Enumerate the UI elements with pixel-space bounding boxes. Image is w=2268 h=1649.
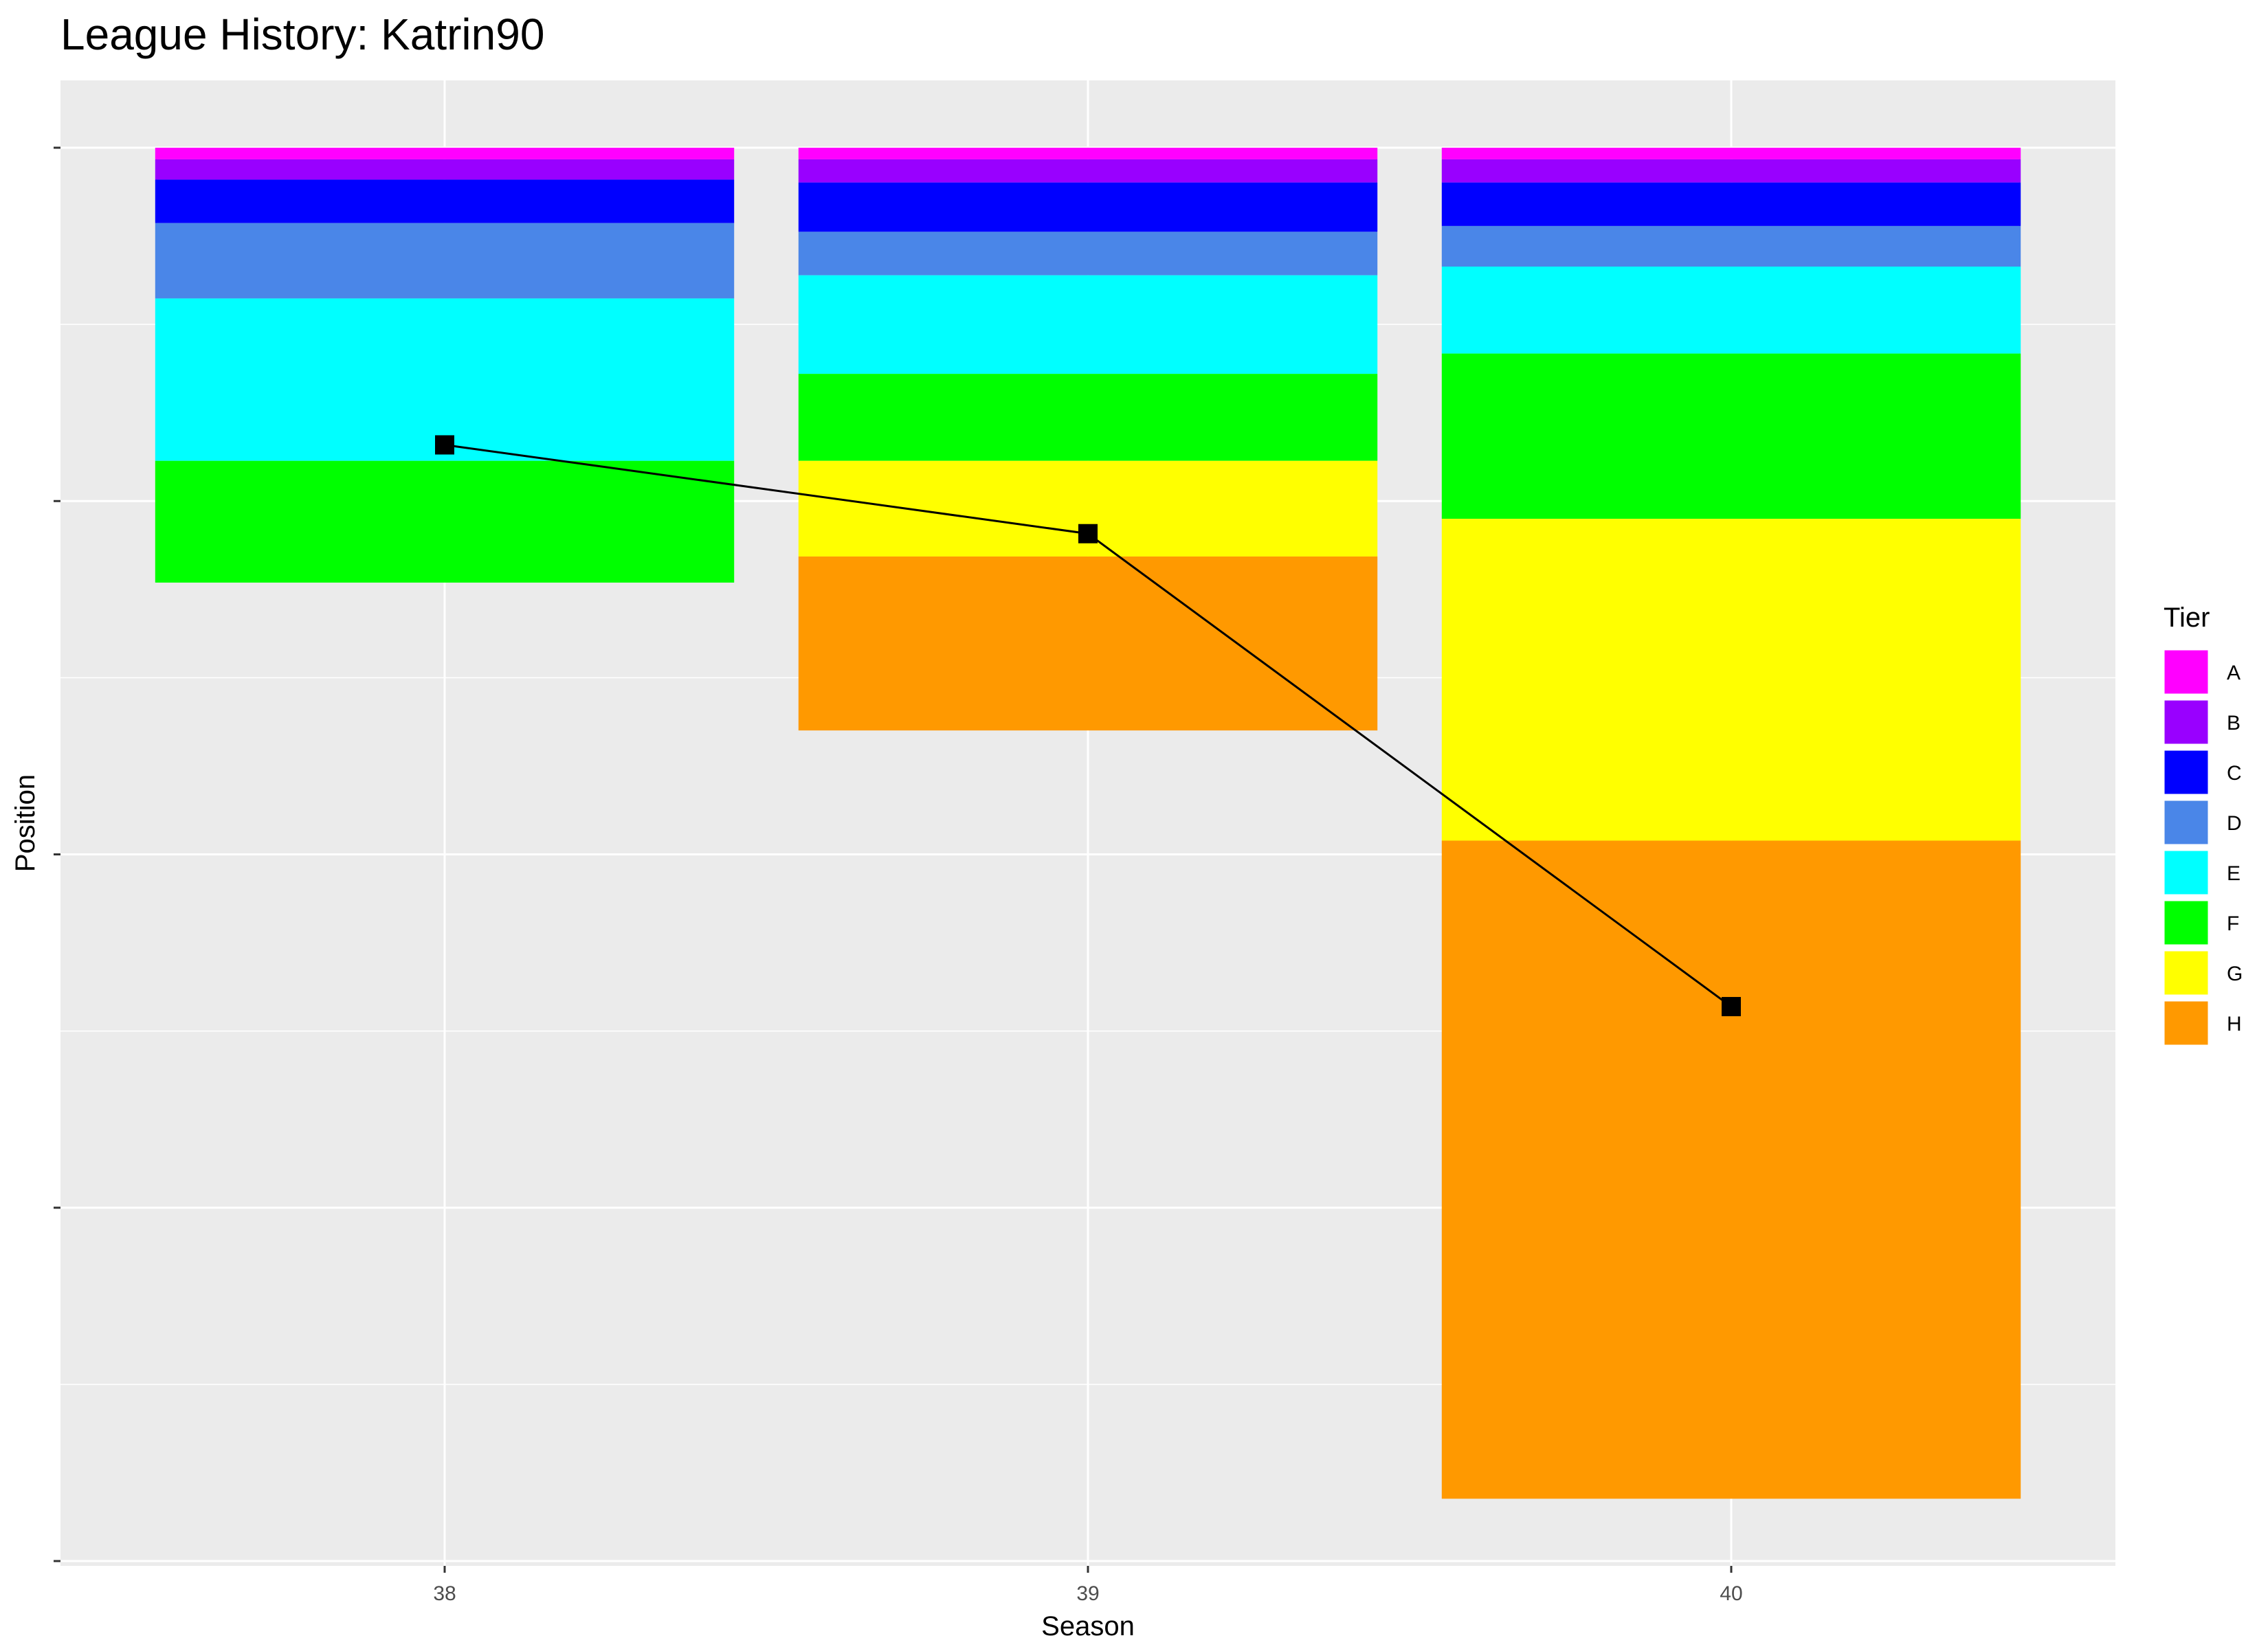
bar-segment-b-season-38: [155, 159, 735, 180]
bar-segment-h-season-40: [1441, 840, 2021, 1499]
legend-label-f: F: [2227, 912, 2239, 935]
bar-group: [155, 148, 2021, 1499]
bar-segment-e-season-40: [1441, 266, 2021, 354]
bar-segment-a-season-40: [1441, 148, 2021, 159]
bar-segment-a-season-38: [155, 148, 735, 159]
legend-key-e: [2162, 849, 2210, 897]
bar-segment-d-season-38: [155, 223, 735, 299]
legend-label-g: G: [2227, 963, 2243, 985]
legend: Tier A B C D E F G H: [2162, 603, 2243, 1047]
bar-segment-h-season-39: [798, 556, 1378, 731]
bar-segment-d-season-39: [798, 232, 1378, 276]
bar-segment-e-season-39: [798, 275, 1378, 374]
chart-title: League History: Katrin90: [60, 10, 544, 59]
legend-key-b: [2162, 698, 2210, 746]
position-marker-season-39: [1078, 524, 1098, 543]
bar-segment-b-season-40: [1441, 159, 2021, 183]
x-tick-label-39: 39: [1076, 1582, 1099, 1605]
position-marker-season-38: [435, 435, 454, 455]
x-tick-label-40: 40: [1720, 1582, 1742, 1605]
legend-key-f: [2162, 899, 2210, 947]
bar-segment-d-season-40: [1441, 225, 2021, 267]
legend-label-e: E: [2227, 862, 2241, 885]
legend-label-h: H: [2227, 1013, 2242, 1035]
legend-label-c: C: [2227, 762, 2242, 785]
x-tick-label-38: 38: [433, 1582, 456, 1605]
legend-key-h: [2162, 999, 2210, 1047]
legend-key-d: [2162, 798, 2210, 846]
bar-segment-f-season-40: [1441, 353, 2021, 519]
bar-segment-g-season-40: [1441, 519, 2021, 841]
legend-key-a: [2162, 648, 2210, 696]
position-marker-season-40: [1722, 997, 1741, 1017]
bar-segment-a-season-39: [798, 148, 1378, 159]
bar-segment-e-season-38: [155, 298, 735, 461]
y-axis-title: Position: [10, 774, 41, 872]
bar-segment-c-season-40: [1441, 182, 2021, 226]
legend-label-d: D: [2227, 812, 2242, 835]
bar-segment-c-season-38: [155, 179, 735, 223]
bar-segment-b-season-39: [798, 159, 1378, 183]
position-line-group: [435, 435, 1741, 1017]
legend-key-c: [2162, 748, 2210, 796]
bar-segment-f-season-38: [155, 460, 735, 583]
legend-title: Tier: [2164, 603, 2210, 633]
bar-segment-f-season-39: [798, 374, 1378, 461]
legend-label-a: A: [2227, 662, 2241, 684]
legend-key-g: [2162, 949, 2210, 997]
x-axis-title: Season: [1041, 1611, 1135, 1641]
legend-label-b: B: [2227, 712, 2241, 734]
axes: 38 39 40: [54, 146, 1743, 1605]
bar-segment-c-season-39: [798, 182, 1378, 232]
